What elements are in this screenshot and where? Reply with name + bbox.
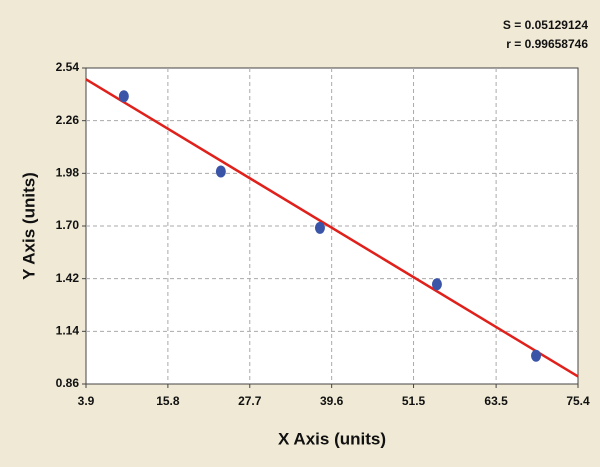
x-tick-label: 3.9 [78,394,95,408]
y-tick-label: 2.54 [56,60,80,74]
y-tick-label: 1.70 [56,218,80,232]
y-tick-label: 0.86 [56,376,80,390]
x-tick-label: 63.5 [484,394,508,408]
x-tick-label: 15.8 [156,394,180,408]
y-axis-label: Y Axis (units) [19,172,38,280]
data-point [118,90,129,103]
x-tick-label: 27.7 [238,394,262,408]
y-tick-label: 1.98 [56,166,80,180]
data-point [531,349,542,362]
data-point [314,221,325,234]
y-tick-label: 1.14 [56,324,80,338]
y-tick-label: 2.26 [56,113,80,127]
data-point [215,165,226,178]
data-point [431,278,442,291]
x-tick-label: 51.5 [402,394,426,408]
x-axis-label: X Axis (units) [278,429,386,448]
y-tick-label: 1.42 [56,271,80,285]
stat-s: S = 0.05129124 [503,18,588,32]
fit-line [85,78,579,378]
stat-r: r = 0.99658746 [506,37,588,51]
x-tick-label: 39.6 [320,394,344,408]
x-tick-label: 75.4 [566,394,590,408]
